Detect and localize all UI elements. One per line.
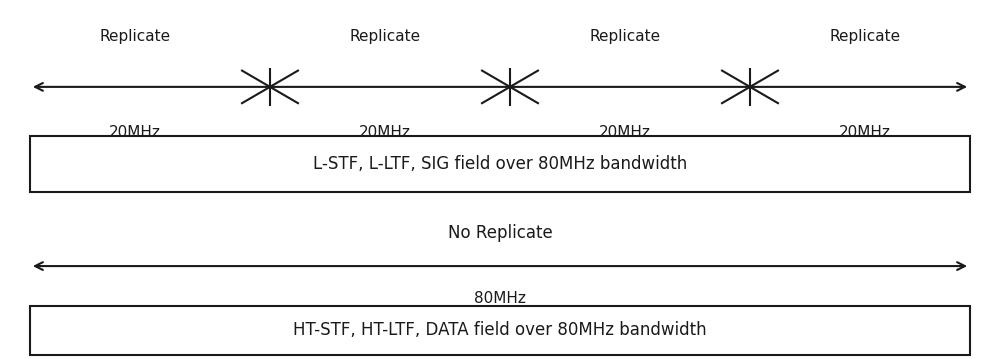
Text: L-STF, L-LTF, SIG field over 80MHz bandwidth: L-STF, L-LTF, SIG field over 80MHz bandw… xyxy=(313,155,687,173)
Text: 20MHz: 20MHz xyxy=(839,125,891,140)
Text: 20MHz: 20MHz xyxy=(359,125,411,140)
FancyBboxPatch shape xyxy=(30,136,970,192)
Text: 20MHz: 20MHz xyxy=(109,125,161,140)
Text: Replicate: Replicate xyxy=(99,29,171,44)
Text: 20MHz: 20MHz xyxy=(599,125,651,140)
Text: 80MHz: 80MHz xyxy=(474,291,526,306)
Text: Replicate: Replicate xyxy=(829,29,901,44)
Text: HT-STF, HT-LTF, DATA field over 80MHz bandwidth: HT-STF, HT-LTF, DATA field over 80MHz ba… xyxy=(293,321,707,339)
Text: Replicate: Replicate xyxy=(589,29,661,44)
FancyBboxPatch shape xyxy=(30,306,970,355)
Text: Replicate: Replicate xyxy=(349,29,421,44)
Text: No Replicate: No Replicate xyxy=(448,224,552,243)
